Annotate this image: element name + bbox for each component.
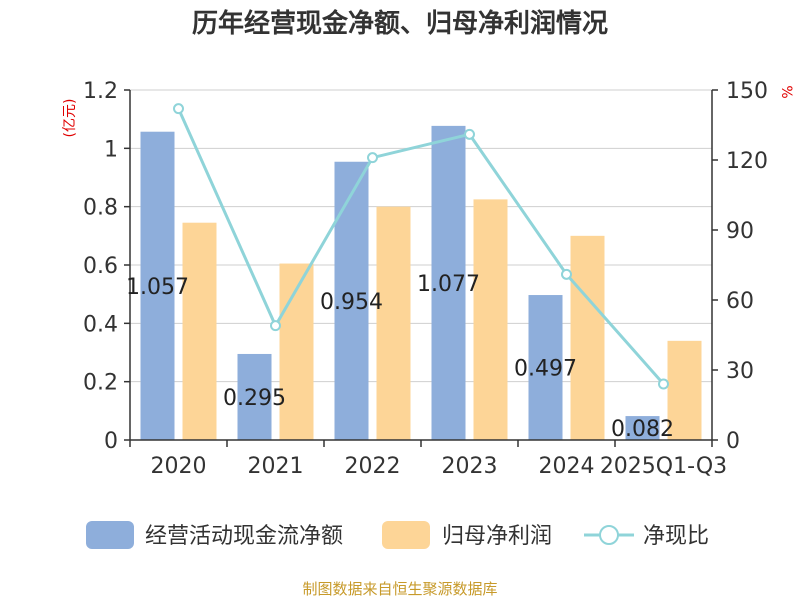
right-tick-label: 120 (726, 149, 768, 174)
ratio-line-path (177, 108, 665, 385)
left-tick-label: 1 (104, 137, 118, 162)
profit-bar (182, 222, 217, 440)
cashflow-bar (431, 125, 466, 440)
profit-bar (667, 340, 702, 440)
legend-label-ratio: 净现比 (643, 524, 709, 549)
x-tick-label: 2024 (539, 454, 595, 479)
cashflow-value-label: 0.954 (320, 290, 383, 315)
legend-swatch-cashflow (86, 521, 134, 549)
left-tick-label: 0.2 (83, 371, 118, 396)
left-tick-label: 0.4 (83, 312, 118, 337)
ratio-point (658, 378, 669, 390)
cashflow-bar (334, 161, 369, 440)
legend: 经营活动现金流净额 归母净利润 净现比 (86, 521, 709, 549)
profit-bar (376, 206, 411, 440)
ratio-point (173, 103, 184, 115)
cashflow-bar (528, 295, 563, 440)
right-tick-label: 0 (726, 429, 740, 454)
chart-title: 历年经营现金净额、归母净利润情况 (192, 8, 608, 39)
right-tick-label: 150 (726, 79, 768, 104)
right-tick-label: 90 (726, 219, 754, 244)
left-tick-label: 0.6 (83, 254, 118, 279)
grid-lines (130, 89, 712, 383)
left-tick-label: 0 (104, 429, 118, 454)
legend-marker-ratio (599, 525, 619, 545)
cashflow-value-label: 1.057 (126, 275, 189, 300)
data-labels: 1.057 0.295 0.954 1.077 0.497 0.082 (126, 272, 674, 442)
ratio-point (367, 152, 378, 164)
profit-bar (570, 235, 605, 440)
legend-label-cashflow: 经营活动现金流净额 (145, 524, 343, 549)
x-tick-label: 2020 (151, 454, 207, 479)
cashflow-value-label: 0.295 (223, 386, 286, 411)
axes: 0 0.2 0.4 0.6 0.8 1 1.2 0 30 60 90 120 150 2020 2021 20… (83, 79, 768, 479)
cashflow-bar (237, 353, 272, 440)
ratio-point (270, 320, 281, 332)
cashflow-value-label: 0.082 (611, 417, 674, 442)
x-tick-label: 2025Q1-Q3 (600, 454, 727, 479)
source-note: 制图数据来自恒生聚源数据库 (302, 580, 497, 598)
legend-label-profit: 归母净利润 (442, 524, 552, 549)
left-tick-label: 0.8 (83, 196, 118, 221)
x-tick-label: 2022 (345, 454, 401, 479)
right-axis-unit: % (778, 85, 794, 98)
right-tick-label: 30 (726, 359, 754, 384)
x-tick-label: 2021 (248, 454, 304, 479)
right-tick-label: 60 (726, 289, 754, 314)
ratio-point (464, 128, 475, 140)
cashflow-bar (140, 131, 175, 441)
cashflow-value-label: 0.497 (514, 357, 577, 382)
ratio-point (561, 268, 572, 280)
x-tick-label: 2023 (442, 454, 498, 479)
bars (140, 125, 702, 441)
profit-bar (473, 199, 508, 440)
cashflow-value-label: 1.077 (417, 272, 480, 297)
left-tick-label: 1.2 (83, 79, 118, 104)
left-axis-unit: (亿元) (62, 99, 78, 138)
profit-bar (279, 263, 314, 440)
cashflow-bar (625, 416, 660, 440)
legend-swatch-profit (382, 521, 430, 549)
ratio-line (173, 103, 669, 390)
